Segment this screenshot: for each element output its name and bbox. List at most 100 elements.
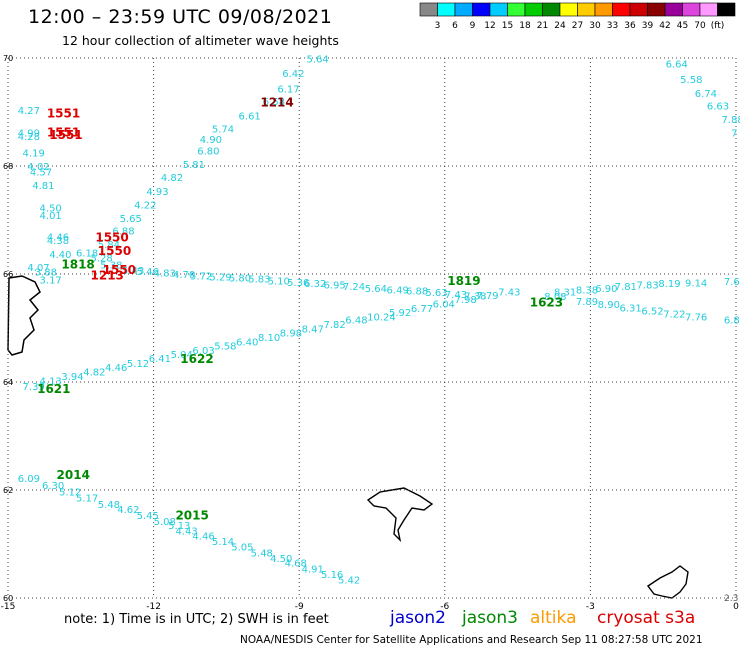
swh-value: 6.03 [192,346,214,357]
x-tick-label: -6 [440,602,449,612]
x-tick-label: 0 [733,602,739,612]
legend-entry-cryosat-s3a: cryosat s3a [597,608,696,628]
swh-value: 7.38 [464,291,486,302]
pass-label: 1550 [95,231,128,245]
pass-label: 1819 [447,274,480,288]
pass-label: 1623 [530,295,563,309]
swh-value: 6.17 [277,85,299,96]
swh-value: 6.18 [76,249,98,260]
swh-value: 8.08 [544,292,566,303]
swh-value: 6.04 [433,299,455,310]
iceland-coast [7,275,41,356]
swh-value: 5.84 [98,240,120,251]
swh-value: 6.77 [411,304,433,315]
swh-value: 6.90 [595,284,617,295]
swh-value: 7.24 [343,282,365,293]
legend-entry-jason2: jason2 [390,608,446,628]
swh-value: 6.42 [282,69,304,80]
corner-label: 2.3 [724,594,738,604]
swh-value: 5.83 [248,275,270,286]
swh-value: 6.88 [112,227,134,238]
swh-value: 4.27 [18,106,40,117]
swh-value: 6.95 [323,281,345,292]
y-tick-label: 66 [3,270,13,279]
pass-label: 1621 [37,382,70,396]
chart-footer: NOAA/NESDIS Center for Satellite Applica… [240,634,703,646]
swh-value: 5.08 [154,517,176,528]
swh-value: 4.43 [175,526,197,537]
pass-label: 1551 [47,106,80,120]
swh-value: 5.81 [183,160,205,171]
swh-value: 7.82 [323,320,345,331]
swh-value: 5.17 [76,493,98,504]
swh-value: 4.46 [192,532,214,543]
y-tick-label: 62 [3,486,13,495]
swh-value: 5.36 [287,278,309,289]
color-bar-label: 18 [519,21,531,31]
swh-value: 4.99 [18,128,40,139]
swh-value: 4.62 [117,505,139,516]
swh-value: 4.68 [285,559,307,570]
swh-value: 8.31 [554,288,576,299]
pass-label: 1551 [47,125,80,139]
swh-value: 7.43 [445,290,467,301]
color-bar-label: 9 [470,21,476,31]
swh-value: 7.76 [685,312,707,323]
swh-value: 4.70 [173,270,195,281]
swh-value: 4.46 [105,363,127,374]
faroe-islands [366,487,434,543]
swh-value: 8.47 [302,324,324,335]
swh-value: 5.12 [127,359,149,370]
swh-value: 4.46 [47,233,69,244]
color-swatch [717,2,736,17]
color-bar-label: 36 [624,21,636,31]
swh-value: 7.98 [455,295,477,306]
color-bar-label: 12 [484,21,495,31]
swh-value: 3.17 [40,276,62,287]
swh-value: 5.92 [389,308,411,319]
color-bar-label: 3 [435,21,441,31]
swh-value: 4.22 [134,201,156,212]
swh-value: 6.30 [42,481,64,492]
pass-label: 1213 [91,268,124,282]
swh-value: 6.32 [304,279,326,290]
chart-subtitle: 12 hour collection of altimeter wave hei… [62,33,339,48]
pass-label: 1622 [180,352,213,366]
swh-value: 4.83 [154,269,176,280]
swh-value: 5.13 [168,521,190,532]
pass-label: 2015 [175,509,208,523]
swh-value: 4.50 [40,203,62,214]
color-bar-label: (ft) [711,21,725,31]
swh-value: 4.91 [302,565,324,576]
pass-label: 1214 [260,96,293,110]
swh-value: 7.39 [23,382,45,393]
swh-value: 6.63 [707,101,729,112]
swh-value: 7 [731,128,737,139]
legend-entry-altika: altika [530,608,577,628]
swh-value: 3.88 [35,268,57,279]
swh-value: 4.01 [40,211,62,222]
swh-value: 5.80 [229,274,251,285]
pass-label: 2014 [57,468,90,482]
pass-label: 1550 [98,244,131,258]
swh-value: 5.63 [425,288,447,299]
x-tick-label: -12 [146,602,161,612]
swh-value: 7.6 [724,277,740,288]
swh-value: 4.93 [146,187,168,198]
swh-value: 5.29 [209,272,231,283]
swh-value: 4.90 [200,135,222,146]
swh-value: 8.90 [598,300,620,311]
legend-entry-jason3: jason3 [462,608,518,628]
swh-value: 5.58 [680,75,702,86]
color-bar-label: 33 [607,21,618,31]
swh-value: 5.46 [137,267,159,278]
swh-value: 5.74 [212,125,234,136]
swh-value: 4.50 [270,554,292,565]
swh-value: 5.64 [365,284,387,295]
swh-value: 6.8 [724,316,740,327]
swh-value: 6.80 [197,147,219,158]
y-tick-label: 60 [3,594,13,603]
swh-value: 4.28 [18,132,40,143]
